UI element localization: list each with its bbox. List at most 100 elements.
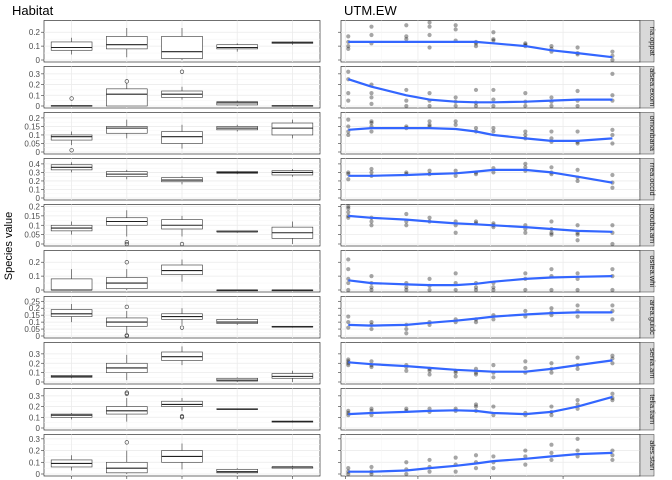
- box-body: [106, 461, 148, 474]
- y-tick-label: 0.3: [29, 435, 41, 444]
- scatter-point: [491, 38, 496, 43]
- scatter-point: [610, 141, 615, 146]
- y-tick-label: 0.05: [24, 139, 40, 148]
- scatter-point: [404, 406, 409, 411]
- facet-strip: [639, 434, 655, 477]
- scatter-point: [610, 398, 615, 403]
- scatter-point: [346, 91, 351, 96]
- scatter-point: [404, 87, 409, 93]
- scatter-point: [575, 448, 580, 453]
- box-body: [216, 319, 258, 324]
- facet-strip-label: rrea.occid: [648, 163, 657, 196]
- scatter-point: [369, 471, 374, 477]
- scatter-point: [404, 285, 409, 290]
- scatter-point: [575, 45, 580, 50]
- facet-strip-label: ria.oppat: [648, 27, 657, 57]
- scatter-point: [491, 404, 496, 409]
- y-tick-label: 0.3: [29, 392, 41, 401]
- scatter-point: [523, 132, 528, 138]
- facet-strip: [639, 158, 655, 201]
- scatter-point: [369, 119, 374, 124]
- y-tick-label: 0.1: [29, 42, 41, 51]
- scatter-point: [369, 166, 374, 172]
- scatter-point: [610, 448, 615, 453]
- box-body: [50, 309, 93, 317]
- scatter-point: [369, 274, 374, 279]
- scatter-point: [491, 285, 496, 290]
- box-body: [161, 219, 203, 230]
- scatter-point: [453, 455, 458, 460]
- box-outlier: [124, 304, 129, 309]
- scatter-point: [491, 363, 496, 368]
- scatter-point: [346, 363, 351, 368]
- facet-strip-label: telia.tiam: [648, 394, 657, 424]
- scatter-point: [549, 370, 554, 375]
- y-tick-label: 0: [36, 378, 41, 387]
- scatter-point: [549, 267, 554, 272]
- y-tick-label: 0.2: [29, 258, 41, 267]
- scatter-point: [610, 132, 615, 138]
- scatter-point: [523, 91, 528, 96]
- scatter-point: [575, 223, 580, 228]
- facet-strip: [639, 296, 655, 339]
- scatter-point: [549, 413, 554, 418]
- scatter-point: [427, 368, 432, 373]
- scatter-point: [491, 126, 496, 131]
- scatter-point: [610, 93, 615, 98]
- smooth-line: [348, 311, 613, 327]
- scatter-point: [346, 408, 351, 413]
- box-body: [161, 131, 203, 144]
- scatter-point: [491, 37, 496, 42]
- scatter-point: [427, 457, 432, 463]
- scatter-point: [575, 271, 580, 276]
- y-tick-label: 0.1: [29, 185, 41, 194]
- scatter-point: [549, 44, 554, 49]
- scatter-point: [427, 406, 432, 411]
- scatter-point: [523, 230, 528, 235]
- scatter-point: [453, 374, 458, 379]
- scatter-point: [453, 23, 458, 28]
- box-outlier: [179, 325, 185, 330]
- scatter-point: [427, 276, 432, 281]
- scatter-point: [491, 454, 496, 459]
- scatter-point: [523, 287, 528, 293]
- scatter-point: [346, 471, 351, 477]
- scatter-point: [453, 173, 458, 178]
- scatter-point: [453, 370, 458, 375]
- box-outlier: [69, 148, 74, 153]
- y-tick-label: 0.1: [29, 413, 41, 422]
- scatter-point: [523, 129, 528, 134]
- scatter-point: [427, 122, 432, 127]
- y-tick-label: 0.05: [24, 231, 40, 240]
- box-outlier: [124, 79, 129, 84]
- scatter-point: [453, 168, 458, 173]
- right-panel-title: UTM.EW: [344, 3, 397, 18]
- scatter-point: [404, 460, 409, 465]
- scatter-point: [491, 287, 496, 293]
- scatter-point: [610, 453, 615, 458]
- scatter-point: [575, 129, 580, 134]
- scatter-point: [575, 454, 580, 459]
- scatter-point: [404, 103, 409, 109]
- y-tick-label: 0.1: [29, 318, 41, 327]
- scatter-point: [404, 287, 409, 293]
- box-body: [161, 36, 203, 59]
- scatter-point: [404, 223, 409, 228]
- scatter-point: [346, 287, 351, 293]
- scatter-point: [549, 165, 554, 170]
- scatter-point: [473, 103, 479, 109]
- scatter-point: [473, 287, 479, 293]
- box-outlier: [179, 414, 185, 419]
- y-tick-label: 0.1: [29, 369, 41, 378]
- box-body: [216, 469, 258, 474]
- scatter-point: [610, 267, 615, 272]
- scatter-point: [404, 98, 409, 103]
- scatter-point: [346, 204, 351, 209]
- scatter-point: [473, 372, 479, 377]
- scatter-point: [610, 172, 615, 178]
- scatter-point: [346, 98, 351, 103]
- y-tick-label: 0: [36, 194, 41, 203]
- scatter-point: [346, 210, 351, 215]
- facet-strip-label: ostea.whi: [648, 255, 657, 287]
